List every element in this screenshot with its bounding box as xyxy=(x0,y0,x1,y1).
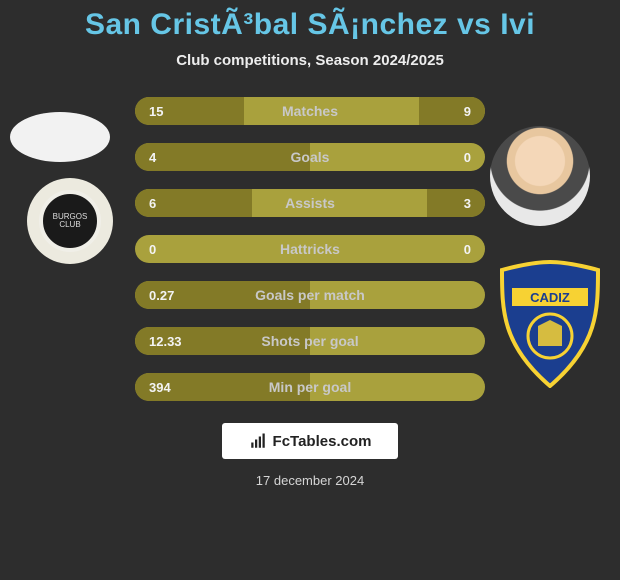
shield-icon: CADIZ xyxy=(498,260,602,388)
stat-bar-row: 0.27 Goals per match xyxy=(135,281,485,309)
bar-value-left: 4 xyxy=(149,150,156,165)
stat-bars: 15 9 Matches 4 0 Goals 6 3 Assists 0 0 Hattricks 0.2… xyxy=(135,97,485,401)
bar-value-left: 0 xyxy=(149,242,156,257)
stat-bar-row: 15 9 Matches xyxy=(135,97,485,125)
stat-bar-row: 6 3 Assists xyxy=(135,189,485,217)
chart-icon xyxy=(249,432,267,450)
bar-value-right: 0 xyxy=(464,242,471,257)
club-right-crest: CADIZ xyxy=(498,260,602,388)
stat-bar-row: 12.33 Shots per goal xyxy=(135,327,485,355)
bar-label: Assists xyxy=(285,195,335,211)
bar-label: Goals per match xyxy=(255,287,365,303)
bar-value-left: 12.33 xyxy=(149,334,182,349)
page-title: San CristÃ³bal SÃ¡nchez vs Ivi xyxy=(85,8,535,42)
stat-bar-row: 394 Min per goal xyxy=(135,373,485,401)
bar-value-left: 394 xyxy=(149,380,171,395)
bar-fill-left xyxy=(135,143,310,171)
bar-label: Shots per goal xyxy=(261,333,358,349)
bar-fill-right xyxy=(427,189,485,217)
player-right-photo xyxy=(490,126,590,226)
date-line: 17 december 2024 xyxy=(256,473,364,488)
club-left-text: BURGOS CLUB xyxy=(39,190,101,252)
brand-badge: FcTables.com xyxy=(222,423,398,459)
club-left-crest: BURGOS CLUB xyxy=(27,178,113,264)
bar-value-left: 0.27 xyxy=(149,288,174,303)
bar-value-left: 15 xyxy=(149,104,163,119)
bar-label: Goals xyxy=(291,149,330,165)
bar-value-right: 0 xyxy=(464,150,471,165)
stat-bar-row: 4 0 Goals xyxy=(135,143,485,171)
bar-fill-right xyxy=(419,97,486,125)
brand-text: FcTables.com xyxy=(273,433,372,450)
bar-value-right: 9 xyxy=(464,104,471,119)
player-left-photo xyxy=(10,112,110,162)
page-subtitle: Club competitions, Season 2024/2025 xyxy=(176,52,444,69)
bar-value-left: 6 xyxy=(149,196,156,211)
bar-label: Hattricks xyxy=(280,241,340,257)
bar-label: Matches xyxy=(282,103,338,119)
club-right-banner: CADIZ xyxy=(530,290,570,305)
bar-label: Min per goal xyxy=(269,379,351,395)
bar-value-right: 3 xyxy=(464,196,471,211)
stat-bar-row: 0 0 Hattricks xyxy=(135,235,485,263)
